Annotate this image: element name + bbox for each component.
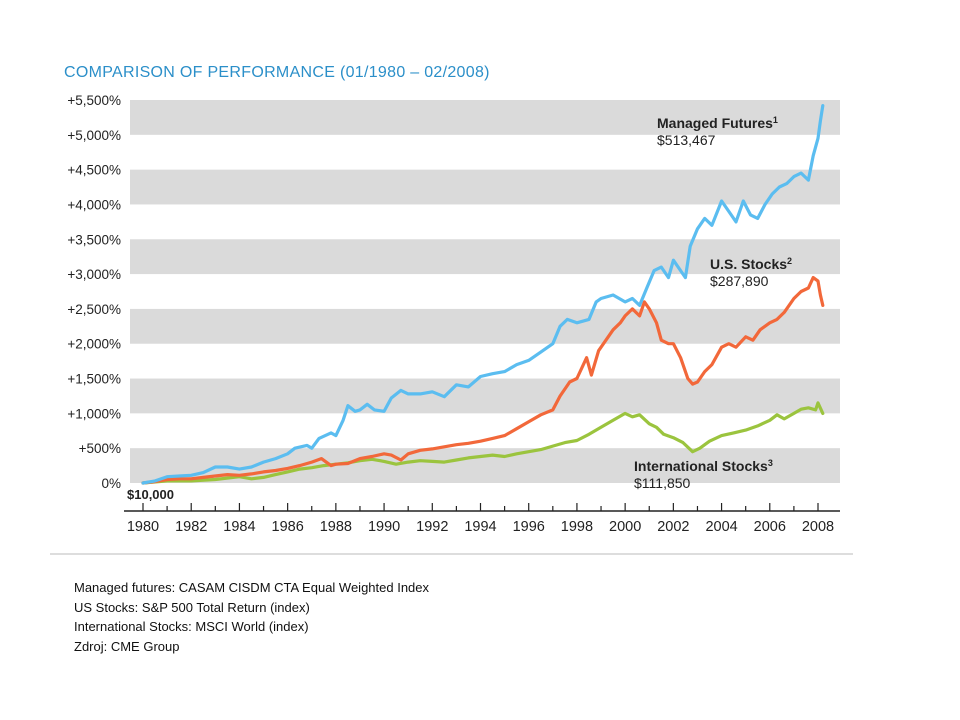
x-tick-label: 1982 [175, 519, 207, 535]
x-tick-label: 2008 [802, 519, 834, 535]
x-tick-label: 1984 [223, 519, 255, 535]
x-tick-label: 1980 [127, 519, 159, 535]
series-label-name: International Stocks3 [634, 458, 773, 474]
band-6 [130, 239, 840, 275]
y-tick-label: +4,000% [67, 197, 121, 212]
source-notes: Managed futures: CASAM CISDM CTA Equal W… [74, 578, 429, 656]
note-managed-futures: Managed futures: CASAM CISDM CTA Equal W… [74, 580, 430, 595]
x-tick-label: 2004 [705, 519, 737, 535]
x-tick-label: 2006 [754, 519, 786, 535]
band-10 [130, 100, 840, 135]
band-4 [130, 308, 840, 344]
y-tick-label: +1,500% [67, 372, 121, 387]
y-tick-label: +500% [79, 441, 121, 456]
performance-chart: COMPARISON OF PERFORMANCE (01/1980 – 02/… [50, 64, 853, 555]
background-bands [130, 100, 840, 483]
series-line-managed-futures [141, 104, 825, 485]
note-source: Zdroj: CME Group [74, 638, 180, 654]
series-line-u-s-stocks [141, 276, 825, 485]
series-labels: Managed Futures1$513,467 U.S. Stocks2$287… [634, 115, 792, 491]
y-tick-label: +5,500% [67, 93, 121, 108]
note-international-stocks: International Stocks: MSCI World (index) [74, 619, 309, 634]
start-value-label: $10,000 [127, 487, 174, 502]
y-tick-label: +3,000% [67, 267, 121, 282]
y-tick-label: +2,500% [67, 302, 121, 317]
series-label-name: U.S. Stocks2 [710, 256, 792, 272]
y-tick-label: +4,500% [67, 163, 121, 178]
series-label-name: Managed Futures1 [657, 115, 778, 131]
y-tick-label: +2,000% [67, 337, 121, 352]
band-8 [130, 169, 840, 205]
series-line-international-stocks [141, 401, 825, 485]
y-tick-label: 0% [101, 476, 121, 491]
y-axis-ticks: 0% +500% +1,000% +1,500% +2,000% +2,500% +3,00… [67, 93, 121, 491]
y-tick-label: +1,000% [67, 406, 121, 421]
x-tick-label: 2000 [609, 519, 641, 535]
x-axis: 1980 1982 1984 1986 1988 1990 1992 1994 1996 1998… [124, 503, 840, 535]
band-2 [130, 378, 840, 414]
series-label-value: $111,850 [634, 475, 691, 491]
series-label-value: $287,890 [710, 273, 769, 289]
x-tick-label: 1998 [561, 519, 593, 535]
x-tick-label: 1994 [464, 519, 496, 535]
note-us-stocks: US Stocks: S&P 500 Total Return (index) [74, 599, 310, 615]
chart-title: COMPARISON OF PERFORMANCE (01/1980 – 02/… [64, 64, 490, 81]
x-tick-label: 1988 [320, 519, 352, 535]
x-tick-label: 1992 [416, 519, 448, 535]
x-tick-label: 2002 [657, 519, 689, 535]
series-lines [141, 104, 825, 485]
x-tick-label: 1990 [368, 519, 400, 535]
x-tick-label: 1986 [272, 519, 304, 535]
y-tick-label: +5,000% [67, 128, 121, 143]
y-tick-label: +3,500% [67, 232, 121, 247]
x-tick-label: 1996 [513, 519, 545, 535]
series-label-value: $513,467 [657, 132, 716, 148]
